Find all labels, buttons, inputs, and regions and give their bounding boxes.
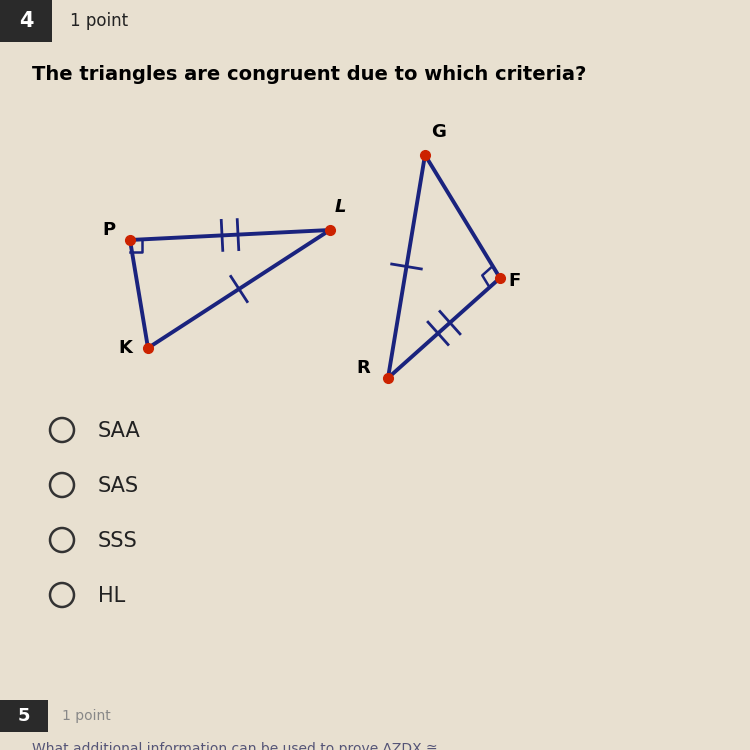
Text: 1 point: 1 point [70,12,128,30]
FancyBboxPatch shape [0,0,52,42]
Text: 1 point: 1 point [62,709,111,723]
Text: The triangles are congruent due to which criteria?: The triangles are congruent due to which… [32,65,586,84]
Text: F: F [508,272,520,290]
Text: R: R [356,359,370,377]
Text: 4: 4 [19,11,33,31]
Text: SAA: SAA [98,421,141,441]
Text: G: G [431,123,445,141]
FancyBboxPatch shape [0,700,48,732]
Text: HL: HL [98,586,125,606]
Text: P: P [102,221,116,239]
Text: K: K [118,339,132,357]
Text: 5: 5 [18,707,30,725]
Text: What additional information can be used to prove ∆ZDX ≅: What additional information can be used … [32,742,438,750]
Text: SSS: SSS [98,531,138,551]
Text: SAS: SAS [98,476,140,496]
Text: L: L [335,198,346,216]
